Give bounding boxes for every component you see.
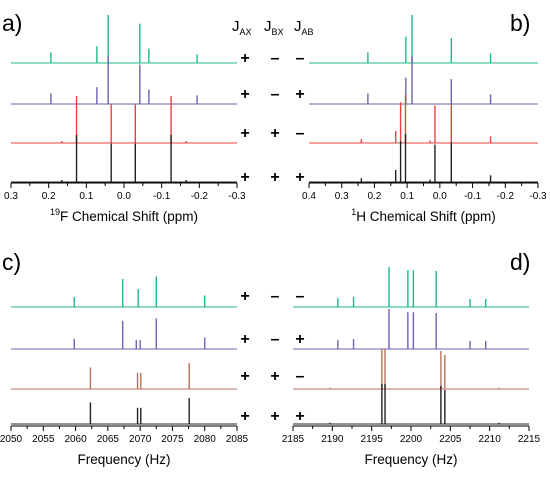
x-tick-label: 2060 xyxy=(64,434,87,445)
coupling-sign: + xyxy=(270,408,279,425)
x-tick-label: -0.1 xyxy=(153,191,171,202)
coupling-sign: – xyxy=(296,50,305,67)
coupling-sign: – xyxy=(296,368,305,385)
panel-b: b) 0.4 0.3 0.2 0.1 0.0 -0.1 -0.2 -0.3 1H Chemical… xyxy=(302,10,547,224)
x-tick-label: 2075 xyxy=(161,434,184,445)
panel-c: c) 2050 2055 2060 2065 2070 2075 2080 2085 Freque… xyxy=(0,249,249,467)
x-axis-label: Frequency (Hz) xyxy=(364,452,457,467)
coupling-sign: + xyxy=(295,408,304,425)
coupling-sign: + xyxy=(240,169,249,186)
x-tick-label: 2085 xyxy=(226,434,249,445)
coupling-label: JAX xyxy=(232,18,252,37)
coupling-sign: + xyxy=(240,331,249,348)
x-tick-label: 2205 xyxy=(439,434,462,445)
coupling-sign: – xyxy=(271,86,280,103)
x-tick-label: 2185 xyxy=(282,434,305,445)
x-tick-label: 0.1 xyxy=(400,191,414,202)
panel-label: d) xyxy=(510,249,530,275)
x-tick-label: 2195 xyxy=(361,434,384,445)
coupling-sign: + xyxy=(240,368,249,385)
x-tick-label: 0.1 xyxy=(79,191,93,202)
x-tick-label: 2050 xyxy=(0,434,23,445)
coupling-sign: + xyxy=(240,125,249,142)
x-tick-label: 2070 xyxy=(129,434,152,445)
panel-label: c) xyxy=(2,249,21,275)
coupling-sign: + xyxy=(270,125,279,142)
coupling-sign: + xyxy=(240,408,249,425)
coupling-sign: + xyxy=(295,86,304,103)
panel-label: b) xyxy=(510,10,530,36)
coupling-sign: – xyxy=(271,288,280,305)
coupling-label: JAB xyxy=(294,18,314,37)
coupling-sign: – xyxy=(296,125,305,142)
x-tick-label: -0.3 xyxy=(529,191,547,202)
x-tick-label: 0.0 xyxy=(117,191,131,202)
x-tick-label: 2065 xyxy=(97,434,120,445)
coupling-sign: – xyxy=(271,50,280,67)
sign-table-bottom: + – –+ – ++ + –+ + + xyxy=(240,288,304,425)
x-tick-label: 2215 xyxy=(518,434,541,445)
coupling-sign: + xyxy=(270,368,279,385)
sign-table-top: + – –+ – ++ + –+ + + xyxy=(240,50,304,186)
x-tick-label: 2190 xyxy=(321,434,344,445)
coupling-header: JAX JBX JAB xyxy=(232,18,314,37)
coupling-label: JBX xyxy=(264,18,284,37)
x-tick-label: -0.2 xyxy=(191,191,209,202)
x-tick-label: 2080 xyxy=(194,434,217,445)
coupling-sign: + xyxy=(270,169,279,186)
x-tick-label: 0.2 xyxy=(42,191,56,202)
panel-d: d) 2185 2190 2195 2200 2205 2210 2215 Frequency … xyxy=(282,249,541,467)
x-tick-label: -0.1 xyxy=(464,191,482,202)
x-axis-label: 19F Chemical Shift (ppm) xyxy=(50,207,198,224)
coupling-sign: + xyxy=(295,169,304,186)
coupling-sign: + xyxy=(240,86,249,103)
x-tick-label: 0.0 xyxy=(433,191,447,202)
x-tick-label: -0.3 xyxy=(228,191,246,202)
x-tick-label: 0.2 xyxy=(367,191,381,202)
x-tick-label: -0.2 xyxy=(497,191,515,202)
x-tick-label: 0.3 xyxy=(4,191,18,202)
x-tick-label: 0.3 xyxy=(335,191,349,202)
coupling-sign: – xyxy=(271,331,280,348)
x-tick-label: 2210 xyxy=(479,434,502,445)
coupling-sign: + xyxy=(295,331,304,348)
x-tick-label: 2200 xyxy=(400,434,423,445)
x-tick-label: 0.4 xyxy=(302,191,316,202)
coupling-sign: + xyxy=(240,50,249,67)
panel-label: a) xyxy=(2,10,22,36)
x-axis-label: 1H Chemical Shift (ppm) xyxy=(351,207,496,224)
x-tick-label: 2055 xyxy=(32,434,55,445)
coupling-sign: + xyxy=(240,288,249,305)
x-axis-label: Frequency (Hz) xyxy=(77,452,170,467)
coupling-sign: – xyxy=(296,288,305,305)
panel-a: a) 0.3 0.2 0.1 0.0 -0.1 -0.2 -0.3 19F Chemical S… xyxy=(2,10,246,224)
